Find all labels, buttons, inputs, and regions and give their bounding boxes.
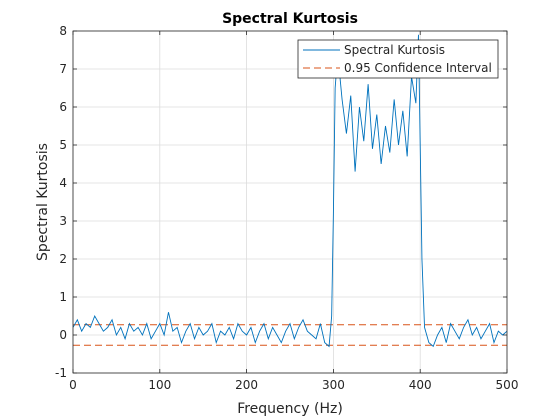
y-tick-label: 4	[59, 176, 67, 190]
ticks	[72, 30, 508, 374]
x-tick-label: 100	[148, 378, 171, 392]
chart-title: Spectral Kurtosis	[222, 11, 358, 27]
y-tick-label: 3	[59, 214, 67, 228]
x-tick-label: 400	[409, 378, 432, 392]
legend-box	[297, 39, 499, 79]
y-tick-label: 5	[59, 138, 67, 152]
spectral-kurtosis-line	[73, 34, 507, 348]
y-tick-label: -1	[55, 366, 67, 380]
legend-label-confidence-interval: 0.95 Confidence Interval	[344, 61, 492, 75]
x-tick-label: 300	[322, 378, 345, 392]
y-axis-label: Spectral Kurtosis	[35, 143, 51, 261]
series-layer	[73, 34, 507, 348]
plot-frame	[72, 30, 508, 374]
x-axis-label: Frequency (Hz)	[237, 401, 343, 417]
x-tick-label: 200	[235, 378, 258, 392]
y-tick-label: 2	[59, 252, 67, 266]
y-tick-label: 1	[59, 290, 67, 304]
legend: Spectral Kurtosis 0.95 Confidence Interv…	[297, 39, 499, 79]
legend-label-spectral-kurtosis: Spectral Kurtosis	[344, 43, 445, 57]
plot-area	[73, 31, 507, 373]
x-tick-label: 0	[69, 378, 77, 392]
y-tick-label: 7	[59, 62, 67, 76]
y-tick-label: 8	[59, 24, 67, 38]
x-tick-label: 500	[496, 378, 519, 392]
y-tick-label: 0	[59, 328, 67, 342]
y-tick-label: 6	[59, 100, 67, 114]
